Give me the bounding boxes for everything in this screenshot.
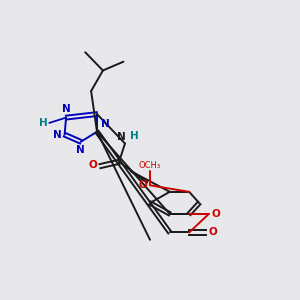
Text: N: N: [53, 130, 62, 140]
Text: H: H: [130, 131, 139, 141]
Text: N: N: [117, 132, 126, 142]
Text: N: N: [100, 119, 109, 129]
Text: O: O: [209, 227, 218, 237]
Text: O: O: [139, 180, 148, 190]
Text: N: N: [62, 104, 70, 114]
Text: H: H: [39, 118, 48, 128]
Text: O: O: [89, 160, 98, 170]
Text: OCH₃: OCH₃: [139, 161, 161, 170]
Text: N: N: [76, 145, 85, 155]
Text: O: O: [212, 209, 220, 219]
